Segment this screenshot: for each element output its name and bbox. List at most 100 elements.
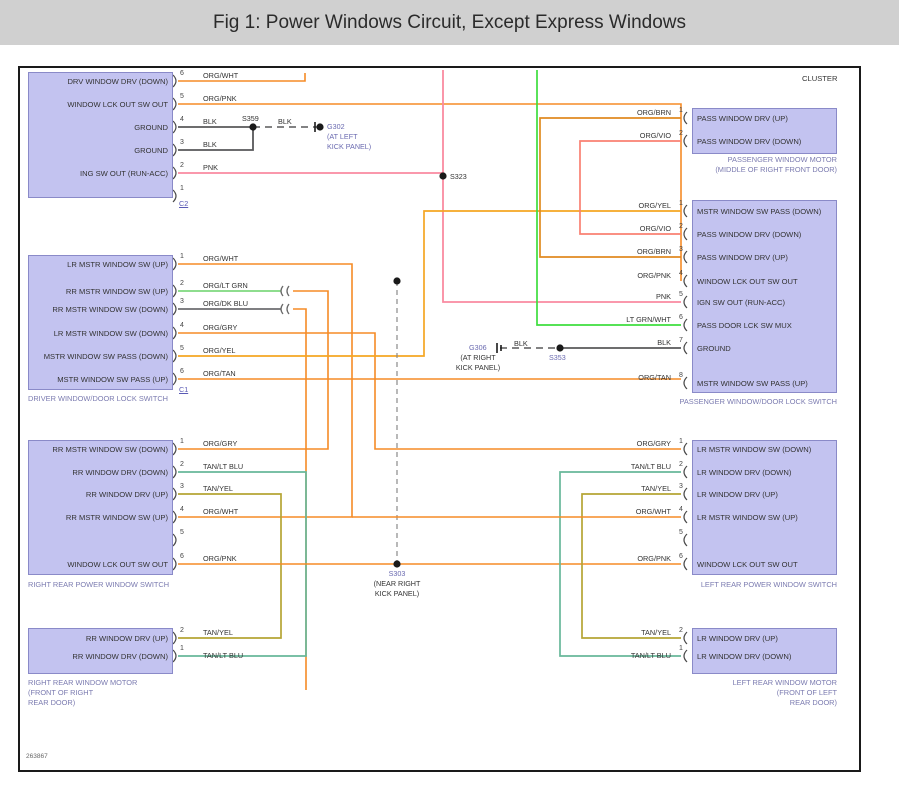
pin-label-pass-sw-5: IGN SW OUT (RUN-ACC)	[697, 298, 786, 307]
connector-ref-c1[interactable]: C1	[179, 385, 189, 394]
pin-label-rr-sw-1: RR MSTR WINDOW SW (DOWN)	[52, 445, 168, 454]
pin-num-rr-sw-2: 2	[180, 461, 184, 468]
pin-num-lr-sw-2: 2	[679, 461, 683, 468]
pin-label-lr-sw-6: WINDOW LCK OUT SW OUT	[697, 560, 798, 569]
pin-num-c1-5: 5	[180, 345, 184, 352]
wire-name-pass-sw-8: ORG/TAN	[638, 373, 671, 382]
pin-num-lr-motor-2: 2	[679, 627, 683, 634]
splice-label-s323: S323	[450, 172, 467, 181]
splice-note-g306: (AT RIGHT KICK PANEL)	[455, 353, 501, 372]
pin-label-lr-mstr-window-sw-up: LR MSTR WINDOW SW (UP)	[67, 260, 168, 269]
wire-name-rr-sw-4: ORG/WHT	[203, 507, 239, 516]
wire-name-pass-sw-1: ORG/YEL	[638, 201, 671, 210]
pin-label-pass-motor-2: PASS WINDOW DRV (DOWN)	[697, 137, 802, 146]
wire-name-c2-3: BLK	[203, 140, 217, 149]
wire-name-c2-5: ORG/PNK	[203, 94, 237, 103]
pin-num-lr-sw-1: 1	[679, 438, 683, 445]
wire-name-c2-4: BLK	[203, 117, 217, 126]
page-title: Fig 1: Power Windows Circuit, Except Exp…	[212, 12, 687, 33]
pin-label-rr-mstr-window-sw-down: RR MSTR WINDOW SW (DOWN)	[52, 305, 168, 314]
wire-name-pass-sw-7: BLK	[657, 338, 671, 347]
pin-num-pass-sw-6: 6	[679, 314, 683, 321]
pin-label-pass-sw-8: MSTR WINDOW SW PASS (UP)	[697, 379, 808, 388]
wire-name-lr-sw-4: ORG/WHT	[635, 507, 671, 516]
pin-label-pass-sw-4: WINDOW LCK OUT SW OUT	[697, 277, 798, 286]
connector-ref-c2[interactable]: C2	[179, 199, 189, 208]
pin-label-pass-motor-1: PASS WINDOW DRV (UP)	[697, 114, 788, 123]
pin-label-pass-sw-1: MSTR WINDOW SW PASS (DOWN)	[697, 207, 822, 216]
pin-num-lr-sw-6: 6	[679, 553, 683, 560]
pin-num-c2-1: 1	[180, 185, 184, 192]
wire-name-rr-sw-3: TAN/YEL	[203, 484, 233, 493]
wire-name-lr-motor-2: TAN/YEL	[641, 628, 671, 637]
connector-box-right-rear-motor[interactable]	[28, 628, 173, 674]
connector-box-pass-window-motor[interactable]	[692, 108, 837, 154]
pin-label-lr-motor-1: LR WINDOW DRV (DOWN)	[697, 652, 792, 661]
wire-name-c2-6: ORG/WHT	[203, 71, 239, 80]
pin-label-rr-sw-3: RR WINDOW DRV (UP)	[85, 490, 168, 499]
wire-name-g302-blk: BLK	[278, 117, 292, 126]
wire-name-rr-motor-1: TAN/LT BLU	[203, 651, 244, 660]
pin-num-c2-6: 6	[180, 70, 184, 77]
wire-name-pass-sw-5: PNK	[655, 292, 671, 301]
pin-label-lr-sw-3: LR WINDOW DRV (UP)	[697, 490, 778, 499]
wire-name-pass-sw-3: ORG/BRN	[636, 247, 671, 256]
splice-label-s353: S353	[549, 353, 566, 362]
splice-note-g302: (AT LEFT KICK PANEL)	[327, 132, 372, 151]
wire-name-pass-sw-6: LT GRN/WHT	[626, 315, 671, 324]
pin-label-rr-motor-1: RR WINDOW DRV (DOWN)	[72, 652, 168, 661]
connector-box-left-rear-motor[interactable]	[692, 628, 837, 674]
pin-num-rr-motor-1: 1	[180, 645, 184, 652]
wire-name-pass-sw-2: ORG/VIO	[639, 224, 671, 233]
pin-num-pass-sw-1: 1	[679, 200, 683, 207]
wire-name-c1-3: ORG/DK BLU	[203, 299, 249, 308]
wire-name-lr-sw-6: ORG/PNK	[637, 554, 671, 563]
pin-label-drv-window-drv-down: DRV WINDOW DRV (DOWN)	[67, 77, 168, 86]
pin-num-c2-2: 2	[180, 162, 184, 169]
pin-num-lr-sw-3: 3	[679, 483, 683, 490]
splice-label-g302: G302	[327, 122, 345, 131]
pin-label-pass-sw-7: GROUND	[697, 344, 731, 353]
connector-box-right-rear-switch[interactable]	[28, 440, 173, 575]
connector-box-driver-c2[interactable]	[28, 72, 173, 198]
pin-label-mstr-window-sw-pass-down: MSTR WINDOW SW PASS (DOWN)	[43, 352, 168, 361]
caption-right-rear-switch: RIGHT REAR POWER WINDOW SWITCH	[28, 580, 170, 589]
pin-num-c1-1: 1	[180, 253, 184, 260]
pin-num-pass-sw-2: 2	[679, 223, 683, 230]
pin-label-lr-motor-2: LR WINDOW DRV (UP)	[697, 634, 778, 643]
wire-name-c1-6: ORG/TAN	[203, 369, 236, 378]
connector-box-left-rear-switch[interactable]	[692, 440, 837, 575]
title-bar: Fig 1: Power Windows Circuit, Except Exp…	[0, 0, 899, 45]
caption-pass-switch: PASSENGER WINDOW/DOOR LOCK SWITCH	[679, 397, 837, 406]
pin-label-ing-sw-out: ING SW OUT (RUN-ACC)	[79, 169, 168, 178]
pin-num-c1-4: 4	[180, 322, 184, 329]
pin-num-pass-sw-3: 3	[679, 246, 683, 253]
connector-box-pass-switch[interactable]	[692, 200, 837, 393]
pin-num-pass-motor-1: 1	[679, 107, 683, 114]
pin-label-ground-4: GROUND	[134, 123, 168, 132]
caption-pass-window-motor: PASSENGER WINDOW MOTOR (MIDDLE OF RIGHT …	[715, 155, 837, 174]
connector-box-driver-c1[interactable]	[28, 255, 173, 390]
pin-num-pass-sw-8: 8	[679, 372, 683, 379]
wire-name-lr-motor-1: TAN/LT BLU	[630, 651, 671, 660]
pin-num-pass-sw-5: 5	[679, 291, 683, 298]
caption-left-rear-motor: LEFT REAR WINDOW MOTOR (FRONT OF LEFT RE…	[732, 678, 837, 707]
caption-left-rear-switch: LEFT REAR POWER WINDOW SWITCH	[700, 580, 837, 589]
wire-name-rr-sw-1: ORG/GRY	[203, 439, 238, 448]
splice-label-g306: G306	[469, 343, 487, 352]
pin-label-rr-sw-4: RR MSTR WINDOW SW (UP)	[65, 513, 168, 522]
pin-label-ground-3: GROUND	[134, 146, 168, 155]
pin-num-lr-sw-5: 5	[679, 529, 683, 536]
pin-label-rr-sw-6: WINDOW LCK OUT SW OUT	[67, 560, 168, 569]
pin-num-c2-4: 4	[180, 116, 184, 123]
wire-name-lr-sw-1: ORG/GRY	[636, 439, 671, 448]
pin-num-c1-3: 3	[180, 298, 184, 305]
pin-num-rr-sw-4: 4	[180, 506, 184, 513]
splice-label-s303: S303	[388, 569, 406, 578]
pin-num-rr-sw-3: 3	[180, 483, 184, 490]
pin-label-lr-mstr-window-sw-down: LR MSTR WINDOW SW (DOWN)	[53, 329, 168, 338]
pin-num-c1-2: 2	[180, 280, 184, 287]
wire-name-lr-sw-3: TAN/YEL	[641, 484, 671, 493]
pin-num-rr-motor-2: 2	[180, 627, 184, 634]
cluster-label: CLUSTER	[802, 74, 838, 83]
